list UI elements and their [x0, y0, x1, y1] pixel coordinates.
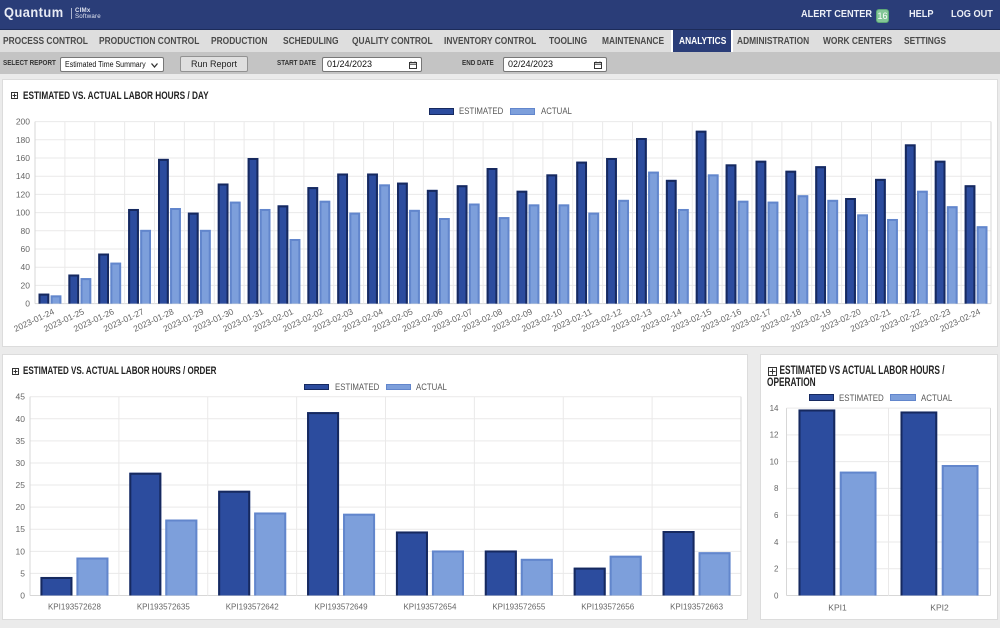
- svg-text:140: 140: [16, 171, 30, 181]
- svg-text:20: 20: [21, 280, 31, 290]
- svg-text:0: 0: [774, 591, 779, 600]
- svg-text:6: 6: [774, 511, 779, 520]
- svg-text:KPI193572642: KPI193572642: [226, 603, 279, 612]
- svg-text:200: 200: [16, 117, 30, 127]
- svg-text:60: 60: [21, 244, 31, 254]
- svg-text:KPI193572654: KPI193572654: [403, 603, 456, 612]
- svg-text:10: 10: [16, 546, 26, 556]
- svg-text:12: 12: [770, 431, 779, 440]
- svg-text:160: 160: [16, 153, 30, 163]
- svg-text:20: 20: [16, 502, 26, 512]
- svg-text:KPI1: KPI1: [828, 603, 847, 613]
- svg-text:100: 100: [16, 208, 30, 218]
- svg-text:KPI2: KPI2: [930, 603, 949, 613]
- svg-text:4: 4: [774, 538, 779, 547]
- svg-text:KPI193572655: KPI193572655: [492, 603, 545, 612]
- svg-text:120: 120: [16, 189, 30, 199]
- svg-text:80: 80: [21, 226, 31, 236]
- svg-text:KPI193572628: KPI193572628: [48, 603, 101, 612]
- svg-text:25: 25: [16, 480, 26, 490]
- svg-text:KPI193572663: KPI193572663: [670, 603, 723, 612]
- svg-text:180: 180: [16, 135, 30, 145]
- svg-text:KPI193572649: KPI193572649: [315, 603, 368, 612]
- svg-text:40: 40: [21, 262, 31, 272]
- svg-text:0: 0: [20, 590, 25, 600]
- svg-text:15: 15: [16, 524, 26, 534]
- svg-text:KPI193572635: KPI193572635: [137, 603, 190, 612]
- svg-text:30: 30: [16, 458, 26, 468]
- svg-text:2: 2: [774, 565, 779, 574]
- svg-text:KPI193572656: KPI193572656: [581, 603, 634, 612]
- svg-text:35: 35: [16, 436, 26, 446]
- svg-text:0: 0: [25, 299, 30, 309]
- svg-text:10: 10: [770, 457, 779, 466]
- svg-text:14: 14: [770, 404, 779, 413]
- svg-text:45: 45: [16, 392, 26, 402]
- svg-text:8: 8: [774, 484, 779, 493]
- svg-text:5: 5: [20, 568, 25, 578]
- svg-text:40: 40: [16, 414, 26, 424]
